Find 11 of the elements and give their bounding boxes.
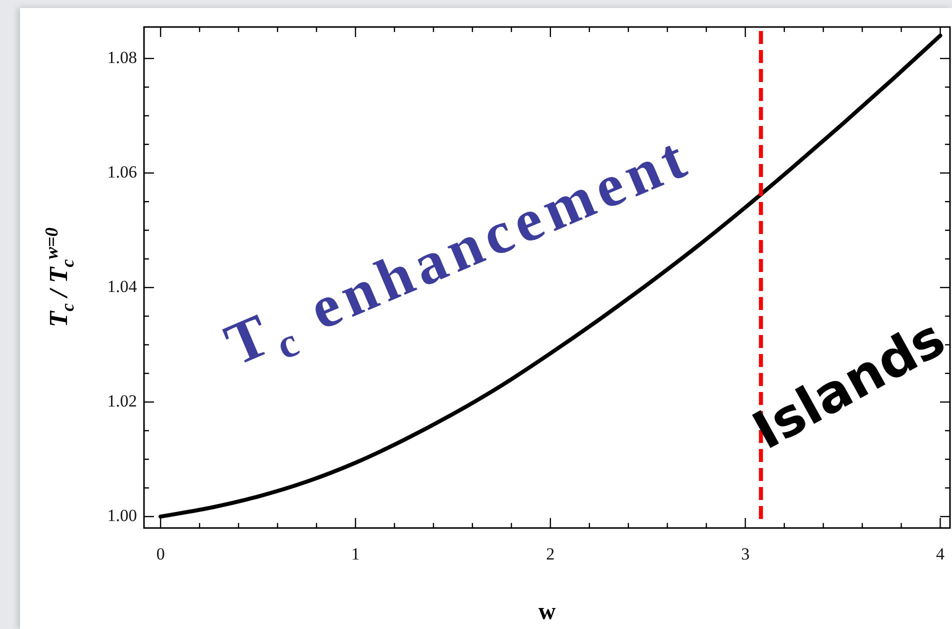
y-tick-label: 1.08 [107, 48, 137, 67]
x-tick-label: 4 [936, 544, 946, 564]
y-tick-label: 1.02 [107, 392, 137, 411]
y-tick-label: 1.04 [107, 276, 138, 296]
y-tick-label: 1.06 [107, 162, 137, 182]
x-axis-title: w [538, 598, 556, 625]
x-tick-label: 1 [351, 544, 360, 564]
x-tick-label: 0 [156, 544, 165, 564]
x-tick-label: 2 [546, 544, 555, 564]
y-tick-label: 1.00 [107, 506, 137, 526]
x-tick-label: 3 [741, 544, 750, 564]
